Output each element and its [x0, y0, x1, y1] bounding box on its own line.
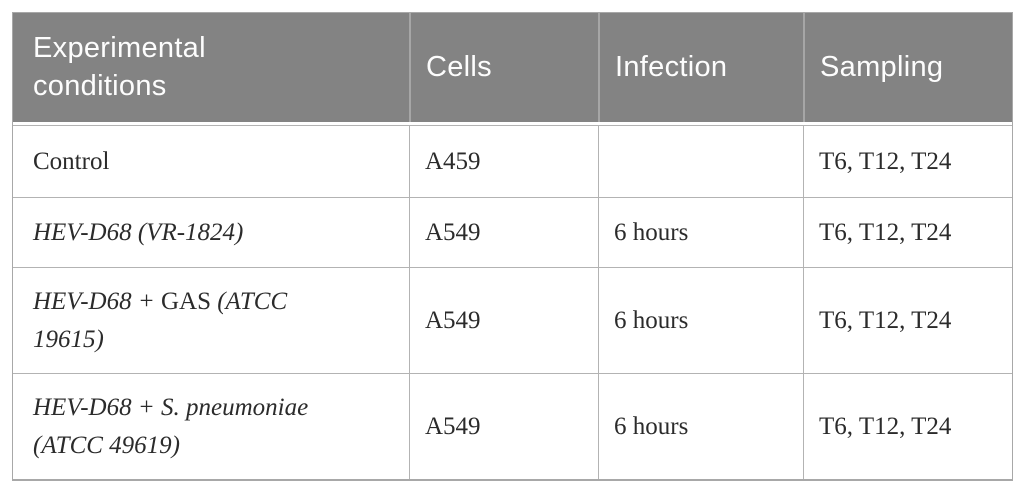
cell-infection: [598, 126, 803, 197]
cell-sampling: T6, T12, T24: [803, 268, 1012, 373]
experimental-conditions-table: Experimental conditions Cells Infection …: [12, 12, 1013, 481]
column-header-experimental-conditions: Experimental conditions: [13, 13, 409, 122]
cell-cells: A549: [409, 374, 598, 479]
column-header-label: Infection: [615, 50, 728, 83]
column-header-label: Experimental conditions: [33, 31, 206, 102]
cell-infection: 6 hours: [598, 374, 803, 479]
column-header-label: Cells: [426, 50, 492, 83]
table-body: Control A459 T6, T12, T24 HEV-D68 (VR-18…: [13, 125, 1012, 479]
cell-condition: Control: [33, 147, 110, 175]
table-header-row: Experimental conditions Cells Infection …: [13, 13, 1012, 122]
cell-condition: HEV-D68 + S. pneumoniae (ATCC 49619): [33, 394, 309, 459]
cell-cells: A549: [409, 268, 598, 373]
cell-cells: A549: [409, 198, 598, 267]
cell-sampling: T6, T12, T24: [803, 374, 1012, 479]
cell-infection: 6 hours: [598, 268, 803, 373]
table-row-hev-d68-gas: HEV-D68 + GAS (ATCC 19615) A549 6 hours T…: [13, 267, 1012, 373]
column-header-sampling: Sampling: [803, 13, 1012, 122]
table-row-hev-d68-s-pneumoniae: HEV-D68 + S. pneumoniae (ATCC 49619) A549…: [13, 373, 1012, 479]
table-row-hev-d68: HEV-D68 (VR-1824) A549 6 hours T6, T12, …: [13, 197, 1012, 267]
cell-condition: HEV-D68 (VR-1824): [33, 218, 244, 246]
column-header-cells: Cells: [409, 13, 598, 122]
cell-infection: 6 hours: [598, 198, 803, 267]
cell-cells: A459: [409, 126, 598, 197]
table-row-control: Control A459 T6, T12, T24: [13, 126, 1012, 197]
cell-condition: HEV-D68 + GAS (ATCC 19615): [33, 288, 288, 353]
cell-sampling: T6, T12, T24: [803, 198, 1012, 267]
cell-sampling: T6, T12, T24: [803, 126, 1012, 197]
column-header-label: Sampling: [820, 50, 944, 83]
column-header-infection: Infection: [598, 13, 803, 122]
